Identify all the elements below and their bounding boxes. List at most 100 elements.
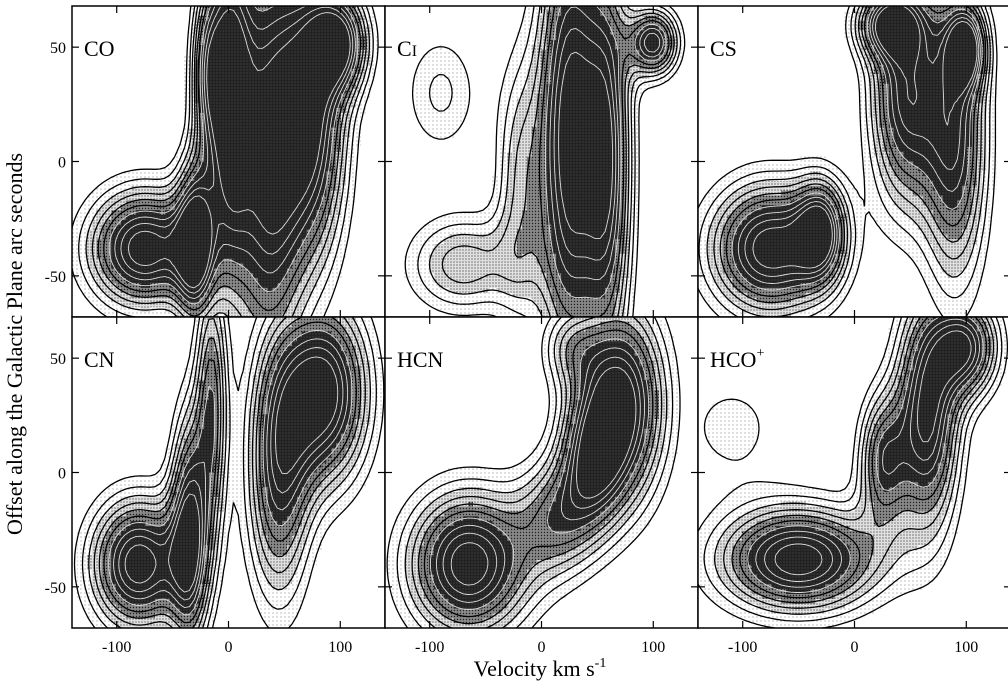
panel-label: HCO+ [710, 346, 764, 372]
panel-label: CO [84, 36, 115, 61]
contour-level-6 [725, 6, 985, 297]
panel-label-sup: + [756, 346, 764, 361]
contour-level-7 [108, 329, 353, 616]
contour-level-4 [91, 6, 367, 317]
panel-ticks [385, 317, 698, 628]
x-tick-label: -100 [415, 639, 444, 656]
contour-level-8 [113, 338, 349, 609]
contour-level-8 [737, 6, 981, 284]
panel-hcn: HCN [384, 316, 699, 629]
contour-level-3 [706, 6, 991, 317]
y-tick-label: 0 [58, 466, 66, 483]
panel-co: CO [71, 5, 386, 318]
contour-level-5 [719, 6, 987, 304]
x-tick-label: 0 [851, 639, 859, 656]
panels-layer: CO CI CS CN HCN HCO+ [71, 5, 1008, 629]
y-tick-label: 50 [50, 40, 66, 57]
contour-level-9 [118, 347, 344, 601]
axes-layer: -100 0 100 -100 0 100 -100 0 100 50 0 -50 50 0 -50 [45, 40, 979, 656]
y-tick-label: 50 [50, 351, 66, 368]
contour-level-6 [103, 321, 357, 624]
panel-label-text: C [397, 36, 412, 61]
contour-level-9 [744, 6, 980, 277]
panel-label: CN [84, 347, 115, 372]
x-tick-label: 100 [641, 639, 665, 656]
panel-cn: CN [71, 316, 386, 629]
contour-level-1 [698, 317, 1008, 628]
panel-hco-plus: HCO+ [697, 316, 1008, 629]
y-tick-label: 0 [58, 155, 66, 172]
contour-level-4 [723, 317, 995, 609]
panel-label-sup: I [412, 43, 417, 60]
contour-level-7 [731, 6, 983, 291]
contour-level-10 [124, 356, 339, 593]
contour-level-5 [417, 320, 658, 625]
contour-level-2 [417, 6, 682, 317]
contour-level-1 [386, 317, 681, 628]
contour-level-10 [752, 6, 978, 269]
contour-level-4 [713, 6, 989, 311]
contour-level-7 [747, 317, 984, 593]
contour-level-5 [513, 6, 673, 317]
contour-level-2 [78, 6, 374, 317]
contour-level-3 [404, 317, 668, 628]
panel-label-text: HCN [397, 347, 444, 372]
intensity-fill [698, 317, 1007, 628]
x-tick-label: 0 [538, 639, 546, 656]
contour-level-10 [774, 330, 972, 576]
contour-level-1 [72, 6, 379, 317]
contour-level-4 [93, 317, 366, 628]
contour-level-5 [97, 6, 364, 317]
intensity-fill [72, 6, 381, 317]
contour-level-6 [538, 6, 670, 317]
panel-ticks [698, 6, 1008, 317]
contour-level-4 [441, 6, 675, 317]
contour-level-9 [553, 28, 661, 261]
panel-ticks [385, 6, 698, 317]
contour-level-6 [739, 317, 988, 599]
contour-level-10 [127, 8, 351, 289]
contour-level-8 [436, 347, 645, 603]
x-axis-label-superscript: -1 [595, 656, 607, 671]
panel-label-text: CN [84, 347, 115, 372]
contour-level-1 [698, 6, 998, 317]
contour-level-8 [549, 6, 664, 281]
intensity-fill [404, 6, 684, 317]
panel-c: CI [384, 5, 699, 318]
contour-level-5 [98, 317, 362, 628]
x-axis-label-text: Velocity km s [474, 656, 595, 681]
contour-level-3 [428, 6, 678, 317]
x-tick-label: 100 [328, 639, 352, 656]
contour-level-6 [423, 329, 654, 618]
contour-level-10 [558, 51, 614, 240]
contour-level-8 [114, 6, 356, 300]
contour-level-9 [764, 324, 977, 582]
contour-level-3 [85, 6, 371, 317]
contour-level-9 [120, 6, 354, 294]
y-axis-label: Offset along the Galactic Plane arc seco… [2, 153, 27, 535]
contour-level-1 [404, 6, 686, 317]
contour-level-9 [442, 356, 641, 595]
panel-label-text: CS [710, 36, 737, 61]
panel-label-text: HCO [710, 347, 756, 372]
contour-level-8 [755, 318, 980, 588]
panel-label: HCN [397, 347, 444, 372]
panel-label-text: CO [84, 36, 115, 61]
panel-ticks [72, 6, 385, 317]
contour-level-2 [81, 317, 377, 628]
intensity-fill [76, 317, 385, 628]
x-tick-label: 0 [225, 639, 233, 656]
contour-level-7 [429, 338, 650, 611]
contour-level-10 [450, 366, 637, 586]
y-tick-label: -50 [45, 580, 66, 597]
contour-level-7 [108, 6, 359, 305]
contour-level-2 [703, 317, 1003, 622]
contour-level-3 [713, 317, 999, 615]
panel-label: CS [710, 36, 737, 61]
contour-level-3 [88, 317, 372, 628]
x-tick-label: 100 [954, 639, 978, 656]
contour-level-5 [731, 317, 991, 604]
panel-cs: CS [697, 5, 1008, 318]
y-tick-label: -50 [45, 269, 66, 286]
x-tick-label: -100 [102, 639, 131, 656]
